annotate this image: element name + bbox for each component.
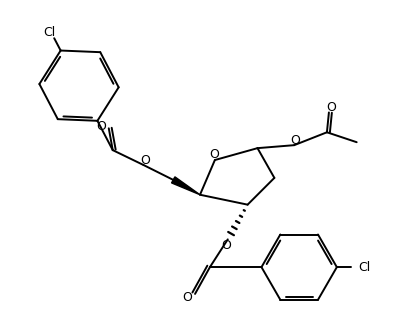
Text: O: O (290, 134, 300, 147)
Text: O: O (182, 291, 192, 304)
Text: O: O (326, 101, 336, 114)
Text: Cl: Cl (359, 261, 371, 274)
Polygon shape (172, 177, 200, 195)
Text: O: O (140, 153, 150, 167)
Text: Cl: Cl (43, 26, 55, 39)
Text: O: O (96, 120, 106, 133)
Text: O: O (221, 239, 231, 252)
Text: O: O (209, 148, 219, 161)
